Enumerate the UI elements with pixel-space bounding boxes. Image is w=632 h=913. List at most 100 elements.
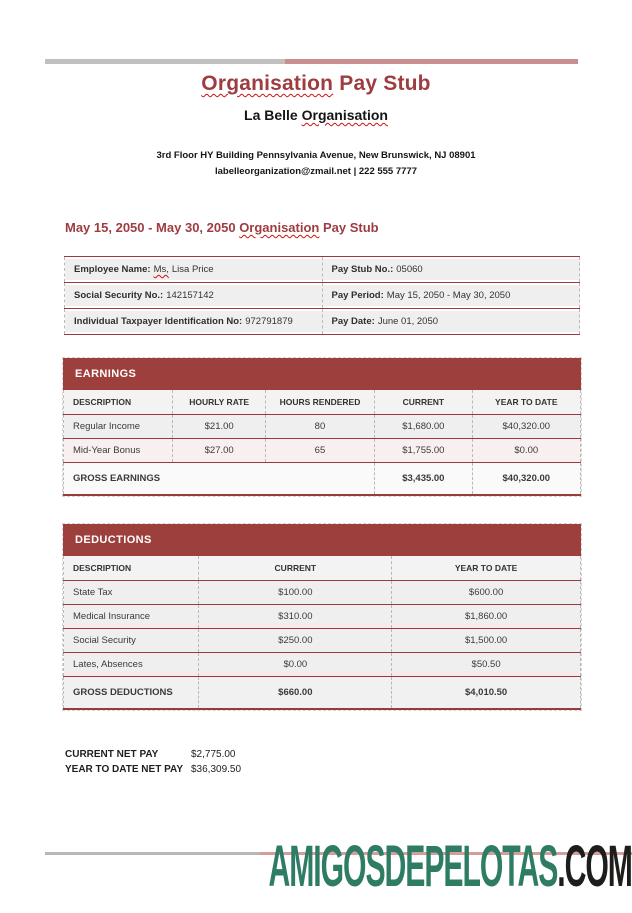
column-header: CURRENT — [198, 556, 393, 581]
gross-earnings-ytd: $40,320.00 — [471, 462, 582, 496]
earnings-ytd: $40,320.00 — [471, 414, 582, 439]
earnings-table: DESCRIPTION HOURLY RATE HOURS RENDERED C… — [62, 390, 582, 496]
field-value: Lisa Price — [171, 264, 214, 275]
deduction-description: Medical Insurance — [62, 604, 200, 629]
column-header: DESCRIPTION — [62, 390, 174, 415]
deduction-current: $250.00 — [198, 628, 393, 653]
watermark: AMIGOSDEPELOTAS.COM — [269, 838, 632, 896]
table-row: State Tax $100.00 $600.00 — [62, 580, 581, 605]
deductions-section: DEDUCTIONS DESCRIPTION CURRENT YEAR TO D… — [62, 523, 582, 711]
deductions-header-row: DESCRIPTION CURRENT YEAR TO DATE — [62, 556, 581, 581]
field-label: Pay Period: — [331, 290, 384, 301]
table-row: Medical Insurance $310.00 $1,860.00 — [62, 604, 581, 629]
table-row: Social Security No.: 142157142 Pay Period… — [64, 282, 580, 309]
column-header: YEAR TO DATE — [391, 556, 581, 581]
org-name-prefix: La Belle — [244, 107, 302, 123]
watermark-suffix: .COM — [557, 834, 632, 899]
deduction-description: Social Security — [62, 628, 200, 653]
employee-info-table: Employee Name: Ms, Lisa Price Pay Stub No.… — [64, 256, 580, 335]
org-name-word-spellcheck: Organisation — [301, 107, 388, 123]
gross-earnings-label: GROSS EARNINGS — [62, 462, 376, 496]
top-accent-bar — [45, 59, 578, 64]
footer-line-rose-segment — [260, 852, 632, 855]
earnings-hourly-rate: $27.00 — [172, 438, 266, 463]
document-title: Organisation Pay Stub — [0, 72, 632, 96]
field-value: May 15, 2050 - May 30, 2050 — [386, 290, 511, 301]
earnings-description: Mid-Year Bonus — [62, 438, 174, 463]
table-row: Employee Name: Ms, Lisa Price Pay Stub No.… — [64, 256, 580, 283]
earnings-hours: 65 — [264, 438, 376, 463]
current-net-pay-row: CURRENT NET PAY $2,775.00 — [65, 749, 241, 760]
deduction-current: $100.00 — [198, 580, 393, 605]
column-header: DESCRIPTION — [62, 556, 200, 581]
gross-deductions-current: $660.00 — [198, 676, 393, 710]
field-label: Pay Date: — [331, 316, 375, 327]
deduction-ytd: $1,860.00 — [391, 604, 581, 629]
pay-period-cell: Pay Period: May 15, 2050 - May 30, 2050 — [321, 282, 580, 309]
deduction-current: $0.00 — [198, 652, 393, 677]
column-header: HOURLY RATE — [172, 390, 266, 415]
current-net-pay-label: CURRENT NET PAY — [65, 749, 159, 760]
gross-deductions-ytd: $4,010.50 — [391, 676, 581, 710]
earnings-current: $1,680.00 — [374, 414, 473, 439]
deduction-current: $310.00 — [198, 604, 393, 629]
footer-divider-line — [45, 852, 632, 855]
field-label: Employee Name: — [74, 264, 151, 275]
field-value: 05060 — [396, 264, 423, 275]
earnings-hours: 80 — [264, 414, 376, 439]
earnings-section-header: EARNINGS — [63, 358, 581, 390]
field-label: Pay Stub No.: — [331, 264, 394, 275]
table-row: Lates, Absences $0.00 $50.50 — [62, 652, 581, 677]
deduction-ytd: $1,500.00 — [391, 628, 581, 653]
salutation-spellcheck: Ms, — [153, 264, 169, 275]
field-value: 142157142 — [166, 290, 214, 301]
deduction-description: State Tax — [62, 580, 200, 605]
pay-period-heading: May 15, 2050 - May 30, 2050 Organisation… — [65, 220, 379, 235]
earnings-hourly-rate: $21.00 — [172, 414, 266, 439]
social-security-cell: Social Security No.: 142157142 — [64, 282, 323, 309]
pay-date-cell: Pay Date: June 01, 2050 — [321, 308, 580, 335]
employee-name-cell: Employee Name: Ms, Lisa Price — [64, 256, 323, 283]
gross-deductions-label: GROSS DEDUCTIONS — [62, 676, 200, 710]
earnings-current: $1,755.00 — [374, 438, 473, 463]
table-row: Regular Income $21.00 80 $1,680.00 $40,3… — [62, 414, 582, 439]
table-row: Social Security $250.00 $1,500.00 — [62, 628, 581, 653]
ytd-net-pay-label: YEAR TO DATE NET PAY — [65, 764, 183, 775]
column-header: HOURS RENDERED — [264, 390, 376, 415]
deduction-description: Lates, Absences — [62, 652, 200, 677]
organisation-contact: labelleorganization@zmail.net | 222 555 … — [214, 166, 417, 177]
top-bar-gray-segment — [45, 59, 285, 64]
top-bar-rose-segment — [285, 59, 578, 64]
deduction-ytd: $600.00 — [391, 580, 581, 605]
organisation-name: La Belle Organisation — [0, 107, 632, 123]
deductions-section-header: DEDUCTIONS — [63, 524, 581, 556]
footer-line-gray-segment — [45, 852, 260, 855]
field-label: Social Security No.: — [74, 290, 164, 301]
column-header: CURRENT — [374, 390, 473, 415]
deduction-ytd: $50.50 — [391, 652, 581, 677]
field-label: Individual Taxpayer Identification No: — [74, 316, 243, 327]
taxpayer-id-cell: Individual Taxpayer Identification No: 97… — [64, 308, 323, 335]
organisation-address: 3rd Floor HY Building Pennsylvania Avenu… — [156, 150, 476, 161]
ytd-net-pay-row: YEAR TO DATE NET PAY $36,309.50 — [65, 764, 241, 775]
period-heading-prefix: May 15, 2050 - May 30, 2050 — [65, 220, 240, 235]
table-row: Individual Taxpayer Identification No: 97… — [64, 308, 580, 335]
field-value: June 01, 2050 — [377, 316, 439, 327]
table-row: Mid-Year Bonus $27.00 65 $1,755.00 $0.00 — [62, 438, 582, 463]
title-rest: Pay Stub — [333, 72, 431, 95]
gross-deductions-row: GROSS DEDUCTIONS $660.00 $4,010.50 — [62, 676, 581, 710]
deductions-table: DESCRIPTION CURRENT YEAR TO DATE State T… — [62, 556, 581, 710]
gross-earnings-row: GROSS EARNINGS $3,435.00 $40,320.00 — [62, 462, 582, 496]
field-value: 972791879 — [245, 316, 293, 327]
period-heading-word-spellcheck: Organisation — [239, 220, 320, 235]
pay-stub-no-cell: Pay Stub No.: 05060 — [321, 256, 580, 283]
earnings-ytd: $0.00 — [471, 438, 582, 463]
watermark-main: AMIGOSDEPELOTAS — [268, 834, 559, 899]
column-header: YEAR TO DATE — [471, 390, 582, 415]
gross-earnings-current: $3,435.00 — [374, 462, 473, 496]
title-word-spellcheck: Organisation — [201, 72, 334, 95]
period-heading-suffix: Pay Stub — [319, 220, 379, 235]
earnings-section: EARNINGS DESCRIPTION HOURLY RATE HOURS R… — [62, 357, 582, 497]
current-net-pay-value: $2,775.00 — [191, 749, 236, 760]
